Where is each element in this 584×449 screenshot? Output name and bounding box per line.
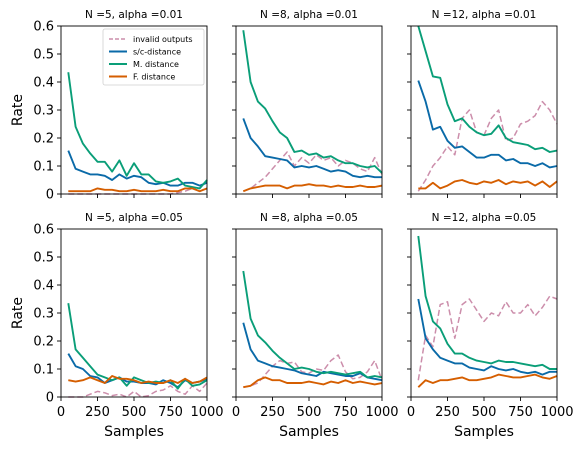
y-tick-label: 0.3 (33, 104, 54, 119)
x-tick-label: 0 (232, 405, 240, 420)
series-line-f-distance (243, 376, 383, 389)
y-tick-label: 0.4 (33, 76, 54, 91)
series-line-m-distance (242, 30, 383, 174)
series-line-m-distance (67, 72, 208, 190)
panel-title: N =12, alpha =0.01 (432, 9, 537, 21)
panel-3: N =12, alpha =0.01 (407, 9, 558, 198)
legend-label-m-distance: M. distance (133, 60, 179, 69)
series-line-m-distance (417, 235, 557, 370)
y-tick-label: 0.5 (33, 48, 54, 63)
panel-1: 0 0.1 0.2 0.3 0.4 0.5 0.6 N =5, alpha =0.01 Rate… (10, 9, 208, 203)
panel-4: 0 0.1 0.2 0.3 0.4 0.5 0.6 0 250 500 750 1000 N =5, a… (10, 212, 224, 440)
series-line-m-distance (242, 270, 383, 379)
series-line-f-distance (68, 375, 208, 384)
series-line-invalid-outputs (243, 151, 383, 192)
legend: invalid outputs s/c-distance M. distance F.… (102, 28, 205, 86)
series-line-f-distance (242, 183, 383, 193)
y-tick-label: 0.1 (33, 363, 54, 378)
panel-title: N =8, alpha =0.01 (260, 9, 358, 21)
panel-6: 0 250 500 750 1000 N =12, alpha =0.05 Samples (407, 212, 574, 440)
y-tick-label: 0.3 (33, 307, 54, 322)
panel-2: N =8, alpha =0.01 (232, 9, 383, 198)
x-tick-label: 0 (407, 405, 415, 420)
y-axis-title: Rate (10, 297, 26, 329)
series-line-invalid-outputs (417, 295, 558, 381)
panel-title: N =5, alpha =0.01 (85, 9, 183, 21)
series-line-s-c-distance (242, 118, 382, 179)
series-line-invalid-outputs (68, 382, 208, 398)
x-axis-title: Samples (104, 424, 164, 440)
x-tick-label: 250 (260, 405, 285, 420)
y-tick-label: 0.6 (33, 20, 54, 35)
series-line-s-c-distance (417, 80, 558, 169)
panel-title: N =5, alpha =0.05 (85, 212, 183, 224)
series-line-f-distance (418, 179, 558, 190)
axes-frame (410, 25, 558, 195)
axes-frame (60, 228, 208, 398)
series-line-m-distance (417, 25, 558, 153)
panel-5: 0 250 500 750 1000 N =8, alpha =0.05 Samples (232, 212, 399, 440)
x-tick-label: 1000 (540, 405, 573, 420)
legend-label-f-distance: F. distance (133, 73, 175, 82)
x-tick-label: 500 (122, 405, 147, 420)
y-tick-label: 0.2 (33, 132, 54, 147)
y-tick-label: 0.1 (33, 160, 54, 175)
panel-title: N =12, alpha =0.05 (432, 212, 537, 224)
series-line-f-distance (68, 187, 208, 193)
y-axis-title: Rate (10, 94, 26, 126)
panel-title: N =8, alpha =0.05 (260, 212, 358, 224)
x-tick-label: 500 (472, 405, 497, 420)
x-tick-label: 250 (85, 405, 110, 420)
x-tick-label: 750 (333, 405, 358, 420)
x-tick-label: 500 (297, 405, 322, 420)
axes-frame (235, 25, 383, 195)
legend-label-invalid-outputs: invalid outputs (133, 35, 193, 44)
y-tick-label: 0.4 (33, 279, 54, 294)
series-line-s-c-distance (242, 322, 383, 382)
x-tick-label: 750 (158, 405, 183, 420)
x-axis-title: Samples (279, 424, 339, 440)
series-line-invalid-outputs (417, 100, 558, 192)
y-tick-label: 0 (46, 188, 54, 203)
x-tick-label: 1000 (190, 405, 223, 420)
series-line-f-distance (417, 373, 558, 388)
x-tick-label: 0 (57, 405, 65, 420)
series-line-s-c-distance (417, 298, 557, 376)
y-tick-label: 0 (46, 391, 54, 406)
x-tick-label: 250 (435, 405, 460, 420)
y-tick-label: 0.6 (33, 223, 54, 238)
y-tick-label: 0.5 (33, 251, 54, 266)
legend-box (102, 28, 205, 86)
legend-label-s-c-distance: s/c-distance (133, 48, 181, 57)
x-tick-label: 750 (508, 405, 533, 420)
x-tick-label: 1000 (365, 405, 398, 420)
y-tick-label: 0.2 (33, 335, 54, 350)
x-axis-title: Samples (454, 424, 514, 440)
